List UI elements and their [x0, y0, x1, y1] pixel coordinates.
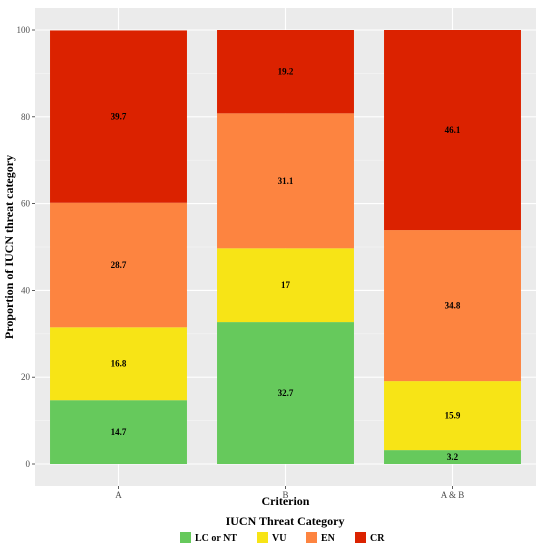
bar-segment	[217, 322, 354, 464]
legend-swatch	[355, 532, 366, 543]
data-label: 34.8	[445, 301, 461, 311]
legend-swatch	[257, 532, 268, 543]
data-label: 14.7	[111, 427, 127, 437]
data-label: 32.7	[278, 388, 294, 398]
x-tick-label: A	[115, 490, 122, 500]
bar-segment	[50, 400, 187, 464]
legend-label: LC or NT	[195, 533, 237, 544]
y-tick-label: 60	[21, 199, 31, 209]
data-label: 16.8	[111, 359, 127, 369]
data-label: 39.7	[111, 112, 127, 122]
y-tick-label: 0	[26, 459, 31, 469]
data-label: 19.2	[278, 67, 294, 77]
x-tick-label: B	[282, 490, 288, 500]
legend-swatch	[180, 532, 191, 543]
bar-segment	[50, 327, 187, 401]
x-tick-label: A & B	[441, 490, 465, 500]
y-tick-label: 40	[21, 285, 31, 295]
x-axis-title: Criterion	[262, 494, 310, 508]
y-tick-label: 100	[17, 25, 31, 35]
legend-label: EN	[321, 533, 336, 544]
data-label: 46.1	[445, 125, 461, 135]
data-label: 28.7	[111, 260, 127, 270]
y-tick-labels: 0 20 40 60 80 100	[17, 25, 31, 469]
y-tick-label: 20	[21, 372, 31, 382]
legend-swatch	[306, 532, 317, 543]
data-label: 31.1	[278, 176, 294, 186]
y-axis-title: Proportion of IUCN threat category	[2, 155, 16, 339]
legend-label: VU	[272, 533, 286, 544]
data-label: 3.2	[447, 452, 459, 462]
legend-label: CR	[370, 533, 385, 544]
y-tick-label: 80	[21, 112, 31, 122]
bar-segment	[384, 381, 521, 451]
legend: LC or NT VU EN CR	[180, 532, 385, 544]
data-label: 17	[281, 280, 291, 290]
bar-segment	[50, 202, 187, 328]
bar-segment	[217, 113, 354, 249]
bar-segment	[217, 30, 354, 114]
bars: 14.7 16.8 28.7 39.7 32.7 17 31.1 19.2 3.2 15.9 34.…	[50, 30, 521, 464]
bar-segment	[217, 248, 354, 323]
bar-segment	[384, 230, 521, 382]
legend-title: IUCN Threat Category	[226, 514, 345, 528]
bar-segment	[50, 30, 187, 203]
bar-segment	[384, 30, 521, 231]
bar-segment	[384, 450, 521, 464]
data-label: 15.9	[445, 411, 461, 421]
